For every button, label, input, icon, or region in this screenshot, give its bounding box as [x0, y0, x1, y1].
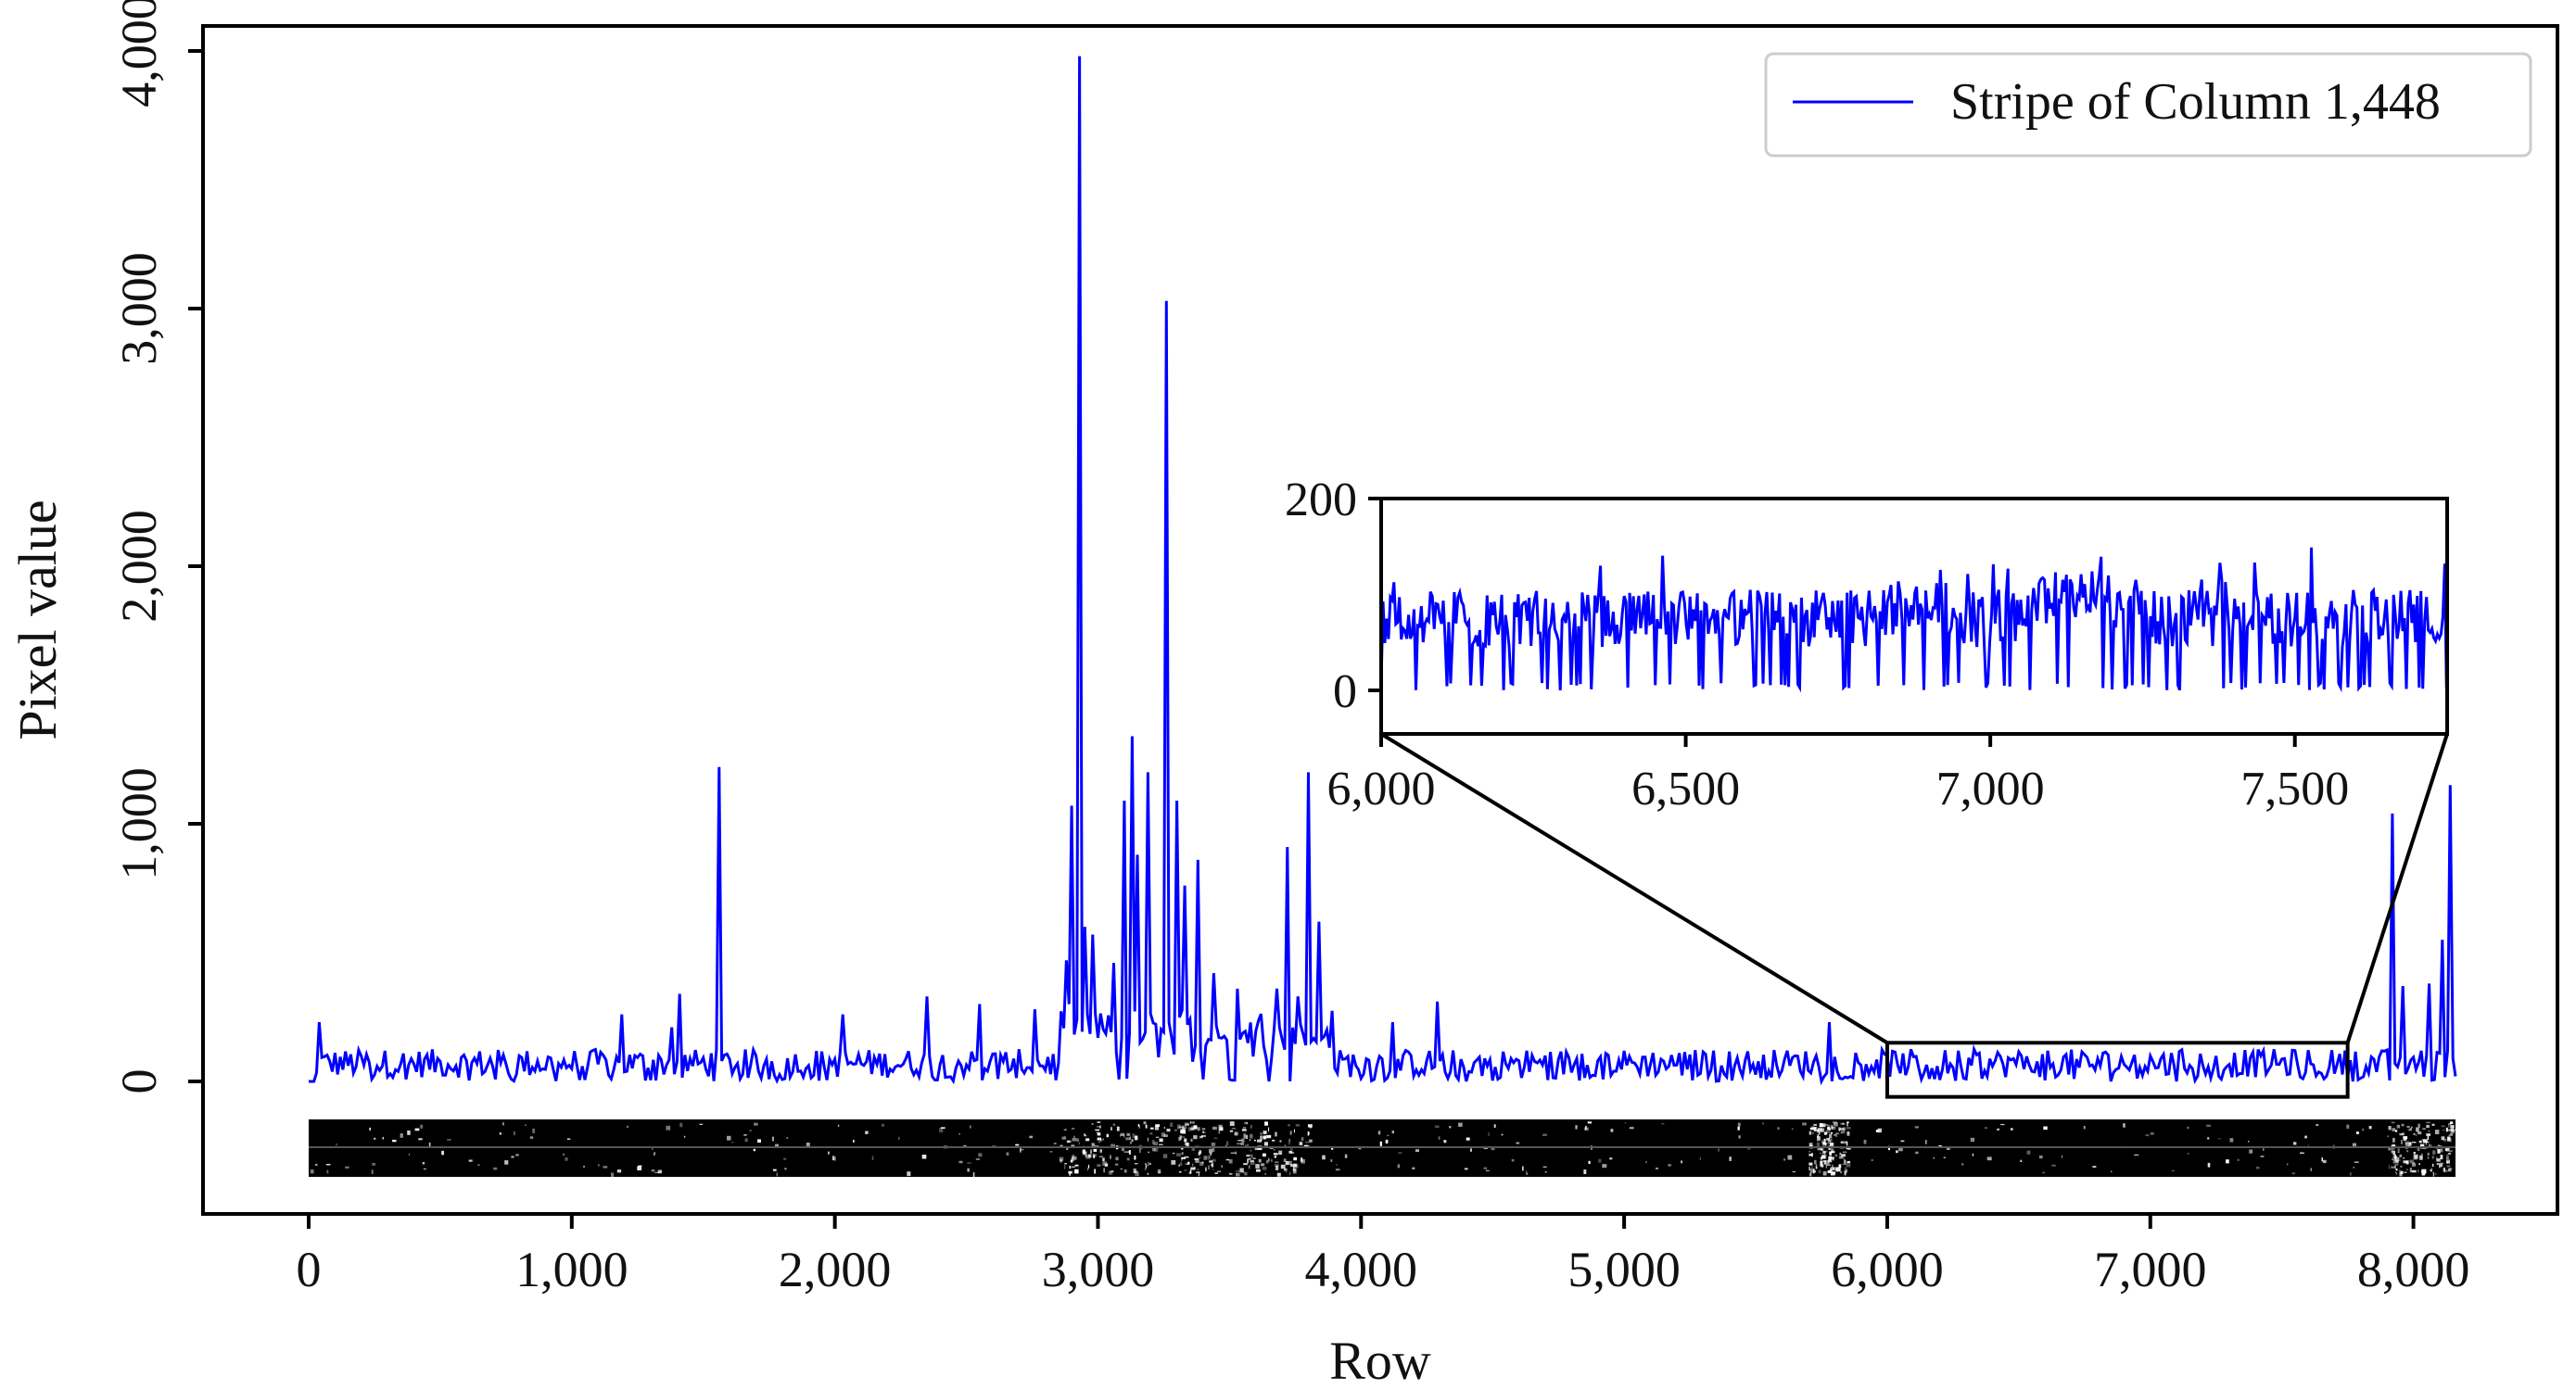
inset-x-tick-label: 6,500 [1631, 763, 1740, 815]
inset-plot: 6,000 6,500 7,000 7,500 0 200 [1285, 474, 2449, 815]
y-tick-label: 0 [111, 1069, 167, 1094]
inset-x-tick-label: 7,500 [2240, 763, 2349, 815]
x-axis-label: Row [1329, 1331, 1431, 1390]
x-tick-label: 7,000 [2094, 1242, 2207, 1297]
inset-y-tick-label: 200 [1285, 474, 1357, 526]
zoom-connector-left [1379, 732, 1888, 1045]
inset-x-tick-label: 6,000 [1327, 763, 1436, 815]
inset-frame [1379, 497, 2449, 736]
x-tick-label: 2,000 [779, 1242, 892, 1297]
y-tick-label: 3,000 [111, 252, 167, 365]
x-tick-label: 5,000 [1567, 1242, 1681, 1297]
inset-y-tick-label: 0 [1333, 665, 1357, 718]
x-tick-label: 0 [297, 1242, 322, 1297]
x-tick-label: 8,000 [2357, 1242, 2470, 1297]
zoom-region-box [1884, 1041, 2350, 1099]
legend-label: Stripe of Column 1,448 [1950, 73, 2441, 131]
y-axis-label: Pixel value [7, 499, 68, 739]
zoom-connector-right [2345, 733, 2449, 1043]
plot-frame [201, 24, 2559, 1216]
y-tick-label: 4,000 [111, 0, 167, 107]
y-tick-label: 2,000 [111, 510, 167, 623]
y-tick-label: 1,000 [111, 767, 167, 880]
legend-box [1764, 52, 2532, 158]
inset-x-tick-label: 7,000 [1936, 763, 2045, 815]
series-line-stripe [309, 56, 2457, 1086]
legend[interactable]: Stripe of Column 1,448 [1764, 52, 2532, 158]
x-tick-label: 4,000 [1305, 1242, 1418, 1297]
inset-series-line [1379, 547, 2448, 693]
x-tick-label: 1,000 [515, 1242, 628, 1297]
x-tick-label: 3,000 [1042, 1242, 1155, 1297]
x-tick-label: 6,000 [1831, 1242, 1944, 1297]
image-strip [309, 1119, 2455, 1178]
